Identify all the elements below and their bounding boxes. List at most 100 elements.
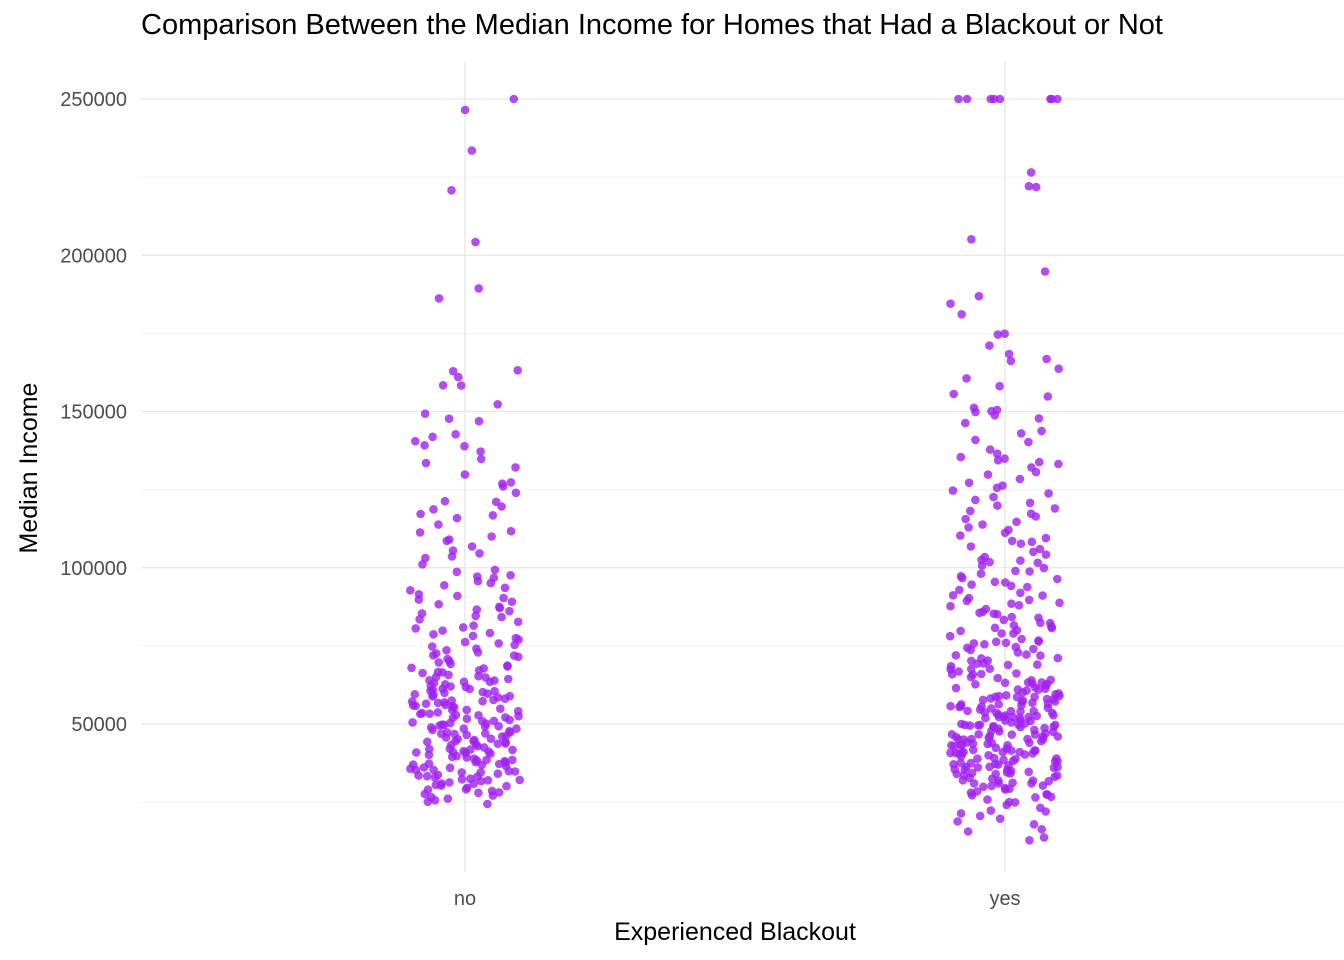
data-point	[500, 583, 510, 593]
data-point	[956, 626, 965, 636]
data-point	[443, 794, 453, 803]
data-point	[991, 637, 1001, 647]
data-point	[406, 586, 415, 595]
data-point	[487, 532, 496, 541]
data-point	[991, 769, 1000, 779]
data-point	[1029, 820, 1039, 829]
data-point	[416, 509, 425, 519]
data-point	[946, 299, 955, 309]
data-point	[956, 809, 966, 818]
data-point	[1000, 454, 1009, 464]
data-point	[1024, 595, 1034, 605]
data-point	[946, 665, 955, 674]
data-point	[954, 94, 963, 104]
data-point	[975, 608, 984, 618]
data-point	[507, 597, 517, 607]
data-point	[964, 523, 973, 532]
data-point	[1007, 612, 1016, 622]
data-point	[1039, 833, 1049, 842]
data-point	[1052, 754, 1061, 763]
data-point	[474, 788, 483, 798]
data-point	[442, 536, 452, 546]
data-point	[513, 366, 522, 375]
data-point	[462, 705, 472, 715]
data-point	[971, 495, 980, 505]
data-point	[421, 699, 431, 708]
data-point	[488, 511, 498, 520]
data-point	[989, 492, 998, 502]
data-point	[456, 381, 466, 390]
data-point	[993, 673, 1002, 683]
data-point	[1054, 459, 1063, 469]
data-point	[506, 526, 516, 536]
data-point	[506, 478, 516, 487]
data-point	[962, 94, 972, 104]
data-point	[1027, 779, 1036, 788]
data-point	[1002, 691, 1011, 700]
data-point	[1030, 746, 1039, 755]
data-point	[1029, 644, 1038, 654]
data-point	[483, 799, 492, 809]
data-point	[415, 528, 425, 537]
data-point	[974, 721, 983, 730]
data-point	[429, 505, 438, 514]
data-point	[974, 291, 984, 301]
data-point	[478, 696, 487, 706]
data-point	[428, 432, 437, 442]
data-point	[1027, 537, 1037, 547]
data-point	[1035, 457, 1044, 467]
data-point	[410, 690, 420, 699]
data-point	[473, 576, 483, 586]
data-point	[1006, 356, 1016, 366]
data-point	[963, 643, 972, 653]
data-point	[502, 781, 511, 791]
data-point	[441, 700, 450, 710]
data-point	[490, 565, 500, 575]
data-point	[1025, 498, 1035, 508]
data-point	[411, 624, 421, 633]
data-point	[447, 752, 457, 762]
data-point	[954, 667, 963, 676]
data-point	[993, 449, 1002, 459]
data-point	[414, 771, 423, 780]
data-point	[1044, 489, 1053, 498]
data-point	[993, 330, 1003, 339]
data-point	[423, 785, 433, 794]
data-point	[1031, 793, 1040, 802]
data-point	[485, 628, 495, 638]
data-point	[504, 766, 514, 776]
data-point	[505, 606, 514, 616]
data-point	[472, 756, 482, 765]
data-point	[971, 680, 980, 689]
data-point	[1033, 558, 1043, 568]
chart-title: Comparison Between the Median Income for…	[141, 9, 1163, 41]
data-point	[1026, 716, 1035, 726]
data-point	[985, 664, 995, 673]
data-point	[994, 710, 1003, 719]
data-point	[508, 745, 517, 755]
data-point	[964, 478, 974, 488]
data-point	[1041, 807, 1050, 816]
data-point	[974, 730, 983, 739]
data-point	[511, 463, 520, 472]
data-point	[1031, 512, 1041, 521]
data-point	[1022, 650, 1031, 659]
data-point	[420, 409, 430, 419]
data-point	[969, 745, 978, 755]
data-point	[1034, 414, 1044, 423]
data-point	[469, 621, 478, 630]
data-point	[980, 640, 989, 649]
data-point	[1016, 588, 1025, 598]
data-point	[434, 658, 444, 667]
data-point	[408, 718, 417, 727]
data-point	[454, 372, 463, 382]
data-point	[977, 561, 987, 570]
data-point	[473, 772, 482, 781]
data-point	[1015, 747, 1024, 757]
data-point	[1024, 437, 1033, 447]
data-point	[978, 695, 988, 705]
data-point	[452, 513, 462, 523]
data-point	[955, 585, 964, 595]
data-point	[488, 791, 498, 800]
